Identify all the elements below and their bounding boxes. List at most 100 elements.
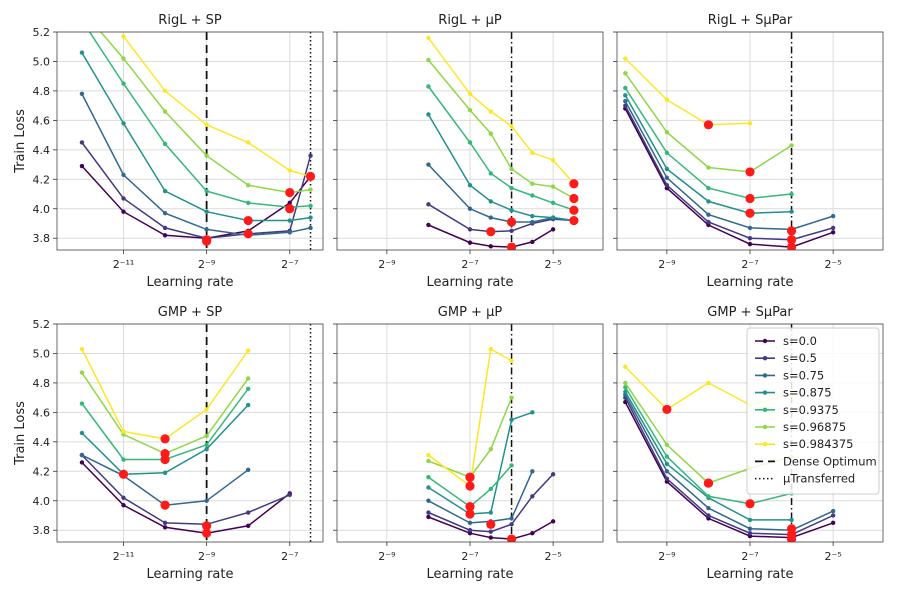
legend-swatch-marker xyxy=(762,356,768,361)
panel-title: RigL + SμPar xyxy=(708,13,793,28)
optimum-marker xyxy=(569,179,579,189)
data-point xyxy=(706,185,711,191)
data-point xyxy=(664,182,670,188)
data-point xyxy=(162,88,168,94)
optimum-marker xyxy=(569,193,579,204)
data-point xyxy=(623,389,628,394)
data-point xyxy=(426,510,431,515)
series-group xyxy=(623,56,836,250)
series-line-s=0.0 xyxy=(624,401,834,539)
x-tick-label: 2⁻⁹ xyxy=(658,550,675,563)
data-point xyxy=(204,447,209,452)
data-point xyxy=(706,494,711,499)
series-line-s=0.0 xyxy=(428,224,554,248)
y-tick-label: 4.0 xyxy=(33,495,51,508)
y-tick-label: 5.2 xyxy=(33,26,51,39)
x-tick-label: 2⁻⁵ xyxy=(545,550,562,563)
y-tick-label: 5.0 xyxy=(33,55,51,68)
data-point xyxy=(530,410,535,415)
series-line-s=0.75 xyxy=(624,100,834,231)
y-tick-label: 4.0 xyxy=(33,203,51,216)
data-point xyxy=(509,463,514,468)
panel-1: 3.8 4.0 4.2 4.4 4.6 4.8 5.0 5.2 2⁻¹¹ 2⁻⁹ 2⁻⁷ RigL +… xyxy=(13,13,324,290)
data-point xyxy=(121,209,126,214)
data-point xyxy=(530,181,535,186)
data-point xyxy=(664,97,670,102)
data-point xyxy=(789,143,794,148)
data-point xyxy=(245,386,251,392)
series-line-s=0.5 xyxy=(428,473,554,533)
x-tick-label: 2⁻⁵ xyxy=(825,550,842,563)
data-point xyxy=(706,219,711,225)
data-point xyxy=(664,129,670,135)
series-line-s=0.96875 xyxy=(428,397,513,479)
data-point xyxy=(79,140,85,145)
series-line-s=0.0 xyxy=(428,516,554,540)
optimum-marker xyxy=(569,215,579,226)
data-point xyxy=(308,215,313,220)
y-tick-label: 4.2 xyxy=(33,173,51,186)
data-point xyxy=(664,476,670,481)
data-point xyxy=(121,196,126,201)
series-line-s=0.984375 xyxy=(122,35,311,178)
data-point xyxy=(664,442,670,447)
legend-label: s=0.96875 xyxy=(783,420,846,434)
optimum-marker xyxy=(703,120,714,130)
data-point xyxy=(623,364,628,369)
data-point xyxy=(308,187,313,192)
data-point xyxy=(488,131,493,136)
legend-swatch-marker xyxy=(762,407,768,412)
data-point xyxy=(550,157,556,163)
plot-frame xyxy=(56,323,324,543)
x-tick-label: 2⁻⁹ xyxy=(198,550,215,563)
data-point xyxy=(706,513,711,518)
x-tick-label: 2⁻¹¹ xyxy=(113,550,135,563)
x-axis-label: Learning rate xyxy=(707,567,794,582)
optimum-marker xyxy=(465,502,475,512)
y-axis-label: Train Loss xyxy=(13,401,28,466)
data-point xyxy=(830,513,836,518)
optimum-marker xyxy=(569,205,579,215)
data-point xyxy=(706,165,711,170)
optimum-marker xyxy=(486,519,496,529)
optimum-marker xyxy=(486,226,496,237)
panel-5: 2⁻⁹ 2⁻⁷ 2⁻⁵ GMP + μP Learning rate xyxy=(333,305,604,582)
data-point xyxy=(509,395,514,400)
data-point xyxy=(287,200,292,206)
data-point xyxy=(287,168,292,173)
data-point xyxy=(162,525,168,530)
series-line-s=0.75 xyxy=(624,394,834,531)
data-point xyxy=(162,210,168,216)
data-point xyxy=(530,469,535,474)
data-point xyxy=(830,520,836,526)
data-point xyxy=(162,233,168,238)
data-point xyxy=(789,191,794,197)
data-point xyxy=(488,109,493,114)
data-point xyxy=(426,35,431,41)
data-point xyxy=(530,239,535,245)
data-point xyxy=(747,121,753,126)
data-point xyxy=(162,470,168,475)
data-point xyxy=(79,346,85,352)
series-line-s=0.0 xyxy=(81,165,312,239)
panel-title: GMP + μP xyxy=(438,305,503,320)
data-point xyxy=(121,457,126,462)
optimum-marker xyxy=(506,534,517,542)
y-tick-label: 5.0 xyxy=(33,347,51,360)
data-point xyxy=(488,215,493,220)
legend-swatch-marker xyxy=(762,338,768,344)
data-point xyxy=(488,510,493,515)
panel-2: 2⁻⁹ 2⁻⁷ 2⁻⁵ RigL + μP Learning rate xyxy=(333,13,604,290)
data-point xyxy=(162,188,168,194)
y-axis-label: Train Loss xyxy=(13,109,28,174)
series-group xyxy=(79,32,316,246)
data-point xyxy=(550,215,556,220)
data-point xyxy=(204,153,209,158)
data-point xyxy=(204,227,209,232)
optimum-marker xyxy=(465,509,475,519)
data-point xyxy=(121,172,126,178)
data-point xyxy=(747,530,753,536)
y-tick-label: 4.4 xyxy=(33,436,51,449)
data-point xyxy=(79,50,85,55)
